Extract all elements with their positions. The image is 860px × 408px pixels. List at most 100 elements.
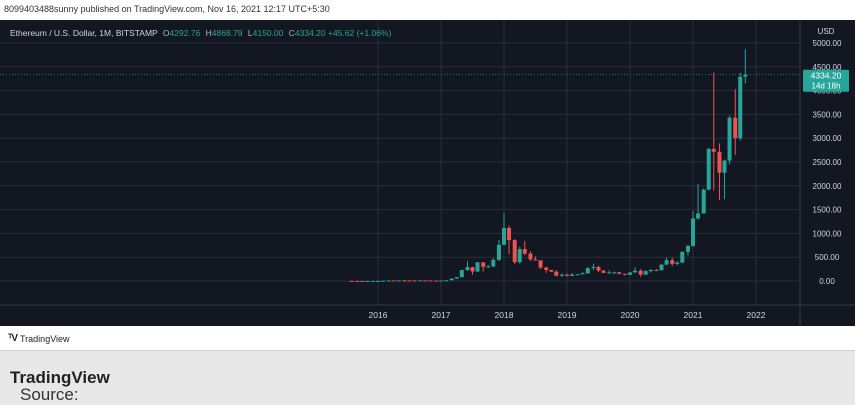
candle[interactable] (696, 183, 701, 220)
candle[interactable] (743, 49, 748, 84)
candle[interactable] (512, 239, 517, 264)
candle[interactable] (601, 269, 606, 274)
y-tick-label: 4500.00 (813, 63, 842, 72)
open-value: 4292.76 (169, 28, 201, 38)
candle[interactable] (565, 273, 569, 277)
candle[interactable] (711, 72, 716, 191)
x-tick-label: 2018 (495, 310, 514, 320)
candle[interactable] (449, 278, 454, 281)
candle[interactable] (701, 188, 706, 214)
candle[interactable] (470, 266, 475, 275)
candle[interactable] (522, 241, 527, 256)
candle[interactable] (738, 72, 743, 141)
candle[interactable] (727, 115, 732, 165)
candle[interactable] (349, 280, 354, 282)
candle[interactable] (691, 211, 695, 247)
candle-body (475, 262, 480, 272)
candlestick-chart[interactable]: USD 0.00 500.00 1000.00 1500.00 2000.00 2500.0… (0, 20, 855, 326)
candle[interactable] (407, 280, 412, 282)
candle[interactable] (596, 265, 601, 272)
candle[interactable] (633, 267, 638, 273)
candle[interactable] (517, 246, 522, 264)
candle-body (491, 259, 496, 267)
candle[interactable] (654, 269, 659, 271)
candle[interactable] (370, 280, 375, 282)
candle[interactable] (412, 280, 417, 282)
candle-body (522, 249, 527, 254)
candle-body (391, 280, 396, 282)
candle[interactable] (538, 260, 543, 270)
candle[interactable] (706, 147, 711, 190)
publisher-line: 8099403488sunny published on TradingView… (4, 4, 330, 14)
source-prefix: Source: (20, 385, 79, 404)
candle[interactable] (580, 272, 585, 275)
candle[interactable] (612, 271, 617, 274)
candle[interactable] (491, 258, 496, 267)
candle[interactable] (607, 270, 612, 274)
candle[interactable] (570, 273, 575, 277)
candle[interactable] (617, 271, 622, 275)
candle[interactable] (486, 264, 491, 268)
candle[interactable] (591, 263, 596, 271)
candle[interactable] (675, 261, 680, 266)
candle[interactable] (575, 274, 580, 276)
candle[interactable] (355, 280, 360, 282)
candle[interactable] (391, 280, 396, 282)
candle[interactable] (628, 272, 632, 275)
candle[interactable] (544, 266, 549, 273)
candle-body (454, 277, 459, 279)
symbol-name: Ethereum / U.S. Dollar, 1M, BITSTAMP (10, 28, 158, 38)
candle[interactable] (680, 251, 685, 264)
candle-body (402, 280, 407, 282)
candle[interactable] (423, 280, 428, 282)
candle-body (507, 227, 512, 241)
candle-body (575, 274, 580, 276)
candle[interactable] (648, 269, 653, 273)
close-value: 4334.20 (294, 28, 326, 38)
candle[interactable] (381, 280, 386, 282)
candle[interactable] (717, 143, 722, 201)
candle[interactable] (376, 280, 380, 282)
candle[interactable] (439, 280, 443, 282)
candle[interactable] (549, 269, 554, 272)
candle[interactable] (454, 277, 459, 279)
chart-area[interactable]: USD 0.00 500.00 1000.00 1500.00 2000.00 2500.0… (0, 20, 855, 326)
candle[interactable] (433, 280, 438, 282)
candle[interactable] (459, 270, 464, 278)
candle[interactable] (670, 257, 675, 267)
candle[interactable] (360, 280, 365, 282)
candle-body (659, 264, 664, 271)
candle[interactable] (622, 273, 627, 276)
candle[interactable] (528, 251, 533, 262)
candle[interactable] (733, 89, 738, 155)
candle[interactable] (585, 267, 590, 274)
candle[interactable] (664, 257, 669, 266)
candle[interactable] (638, 269, 643, 277)
symbol-legend: Ethereum / U.S. Dollar, 1M, BITSTAMP O42… (10, 28, 391, 38)
candle[interactable] (475, 261, 480, 272)
candle[interactable] (559, 273, 564, 278)
x-tick-label: 2016 (369, 310, 388, 320)
open-label: O (162, 28, 170, 38)
candle[interactable] (507, 225, 512, 255)
candle[interactable] (481, 261, 486, 272)
candle[interactable] (533, 256, 538, 261)
candle[interactable] (722, 159, 727, 200)
candle[interactable] (659, 264, 664, 271)
candle[interactable] (365, 280, 370, 282)
candle[interactable] (502, 213, 506, 246)
candle[interactable] (402, 280, 407, 282)
candle[interactable] (685, 245, 690, 256)
candle[interactable] (465, 261, 470, 272)
candle[interactable] (386, 280, 391, 282)
candle[interactable] (418, 280, 423, 282)
candle[interactable] (554, 270, 559, 277)
candle[interactable] (643, 270, 648, 275)
candle[interactable] (444, 280, 449, 282)
candle[interactable] (428, 280, 433, 282)
candle-body (585, 268, 590, 274)
candle[interactable] (496, 240, 501, 262)
tradingview-logo[interactable]: ᵀV TradingView (8, 333, 70, 344)
candle[interactable] (396, 280, 401, 282)
candle-body (528, 253, 533, 260)
